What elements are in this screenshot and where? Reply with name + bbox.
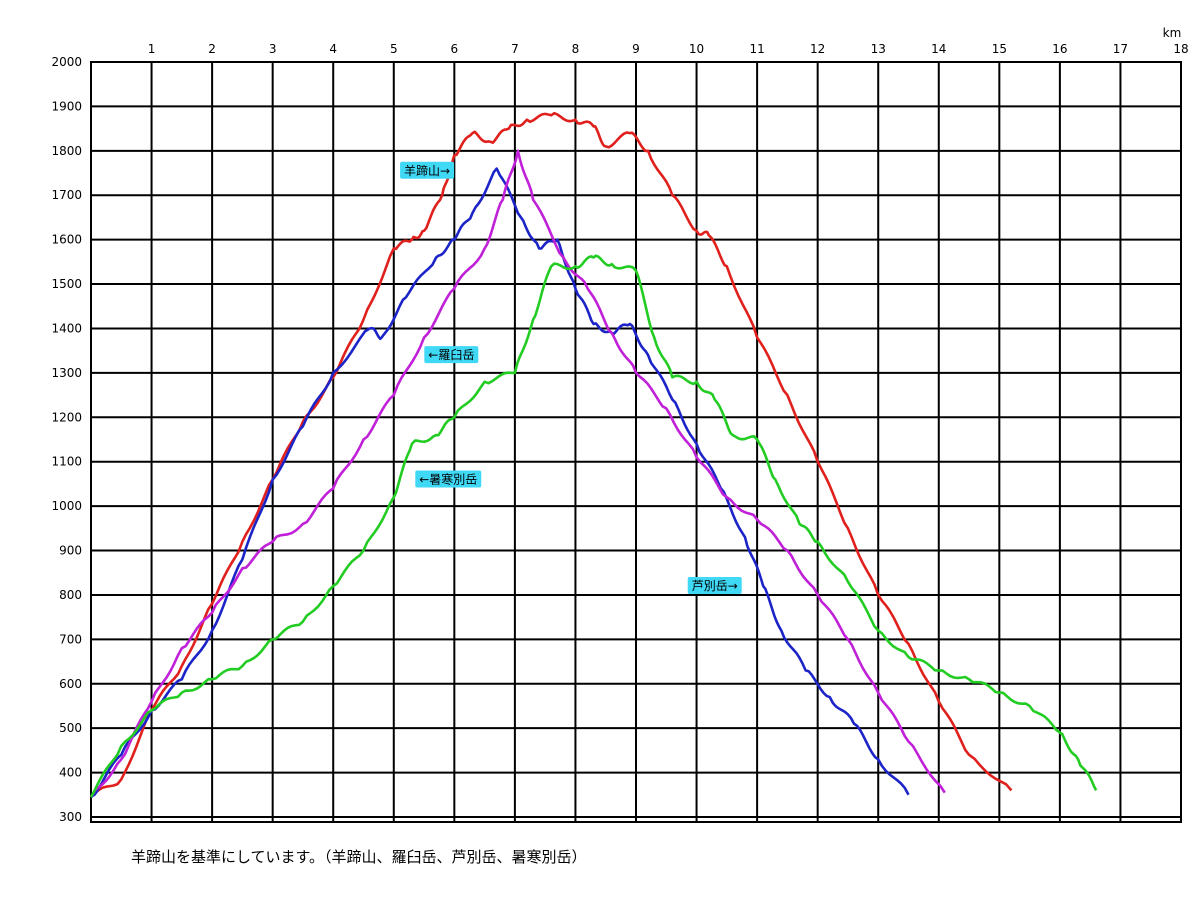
y-tick-label: 300 [59,810,82,824]
y-tick-label: 1100 [51,455,82,469]
annotation-background [424,346,479,364]
y-tick-label: 700 [59,632,82,646]
series-line [90,167,910,799]
x-tick-label: 14 [931,42,946,56]
series-annotation-label: ←暑寒別岳 [419,471,477,486]
x-tick-label: 1 [148,42,156,56]
x-axis-tick-labels: 1 2 3 4 5 6 7 8 9 10 11 12 13 14 15 16 17 18 [148,42,1189,56]
x-tick-label: 13 [871,42,886,56]
y-axis-tick-labels: 2000 1900 1800 1700 1600 1500 1400 1300 1200 1100… [51,55,82,824]
y-tick-label: 800 [59,588,82,602]
series-annotation-label: ←羅臼岳 [428,347,474,362]
annotation-background [687,577,742,595]
x-tick-label: 6 [451,42,459,56]
y-tick-label: 1900 [51,99,82,113]
x-tick-label: 16 [1052,42,1067,56]
x-tick-label: 12 [810,42,825,56]
y-tick-label: 1700 [51,188,82,202]
y-tick-label: 600 [59,677,82,691]
y-tick-label: 1300 [51,366,82,380]
x-tick-label: 9 [632,42,640,56]
chart-caption: 羊蹄山を基準にしています。（羊蹄山、羅臼岳、芦別岳、暑寒別岳） [131,848,587,866]
x-tick-label: 18 [1173,42,1188,56]
annotation-background [415,470,482,488]
series-line [89,149,946,798]
x-tick-label: 5 [390,42,398,56]
y-tick-label: 1200 [51,410,82,424]
y-tick-label: 1400 [51,321,82,335]
x-tick-label: 3 [269,42,277,56]
x-tick-label: 17 [1113,42,1128,56]
x-tick-label: 4 [329,42,337,56]
y-tick-label: 1500 [51,277,82,291]
y-tick-label: 400 [59,766,82,780]
y-tick-label: 2000 [51,55,82,69]
y-tick-label: 1600 [51,233,82,247]
x-tick-label: 2 [208,42,216,56]
x-tick-label: 7 [511,42,519,56]
series-annotation-label: 芦別岳→ [692,579,738,593]
y-tick-label: 1800 [51,144,82,158]
y-tick-label: 1000 [51,499,82,513]
x-axis-unit-label: km [1163,26,1182,40]
x-tick-label: 10 [689,42,704,56]
y-tick-label: 900 [59,544,82,558]
series-annotation-label: 羊蹄山→ [404,163,450,178]
x-tick-label: 11 [749,42,764,56]
series-line [89,254,1098,798]
x-tick-label: 8 [572,42,580,56]
series-line [90,111,1013,798]
annotation-background [400,161,455,179]
x-tick-label: 15 [992,42,1007,56]
grid-lines [90,61,1182,823]
y-tick-label: 500 [59,721,82,735]
series-lines [89,111,1098,799]
